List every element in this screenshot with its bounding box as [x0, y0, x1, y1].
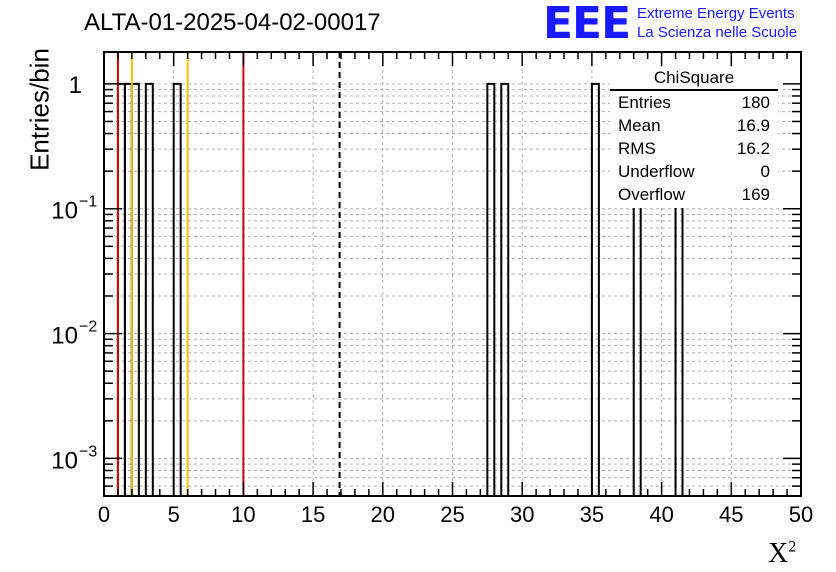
x-axis-label-sup: 2: [788, 538, 797, 556]
x-axis-label-base: X: [768, 538, 789, 569]
stats-value: 16.9: [736, 116, 770, 135]
plot-title: ALTA-01-2025-04-02-00017: [84, 9, 381, 36]
stats-row-overflow: Overflow 169: [618, 185, 770, 207]
x-tick-label: 10: [231, 502, 255, 527]
logo-text-line1: Extreme Energy Events: [637, 5, 795, 22]
x-tick-label: 30: [510, 502, 534, 527]
stats-box: ChiSquare Entries 180 Mean 16.9 RMS 16.2…: [610, 68, 778, 208]
stats-row-mean: Mean 16.9: [618, 116, 770, 138]
x-tick-label: 50: [789, 502, 813, 527]
stats-label: Underflow: [618, 162, 695, 181]
x-tick-label: 15: [301, 502, 325, 527]
x-tick-label: 40: [649, 502, 673, 527]
stats-value: 180: [741, 93, 770, 112]
y-tick-label-base: 10: [51, 198, 78, 225]
y-axis-label: Entries/bin: [24, 48, 55, 171]
x-tick-label: 25: [440, 502, 464, 527]
reference-lines: [116, 52, 341, 496]
stats-row-rms: RMS 16.2: [618, 139, 770, 161]
stats-separator: [610, 89, 778, 91]
x-tick-label: 0: [98, 502, 110, 527]
stats-label: RMS: [618, 139, 656, 158]
y-tick-label-base: 1: [69, 72, 82, 99]
histogram-bin: [116, 82, 126, 496]
stats-label: Overflow: [618, 185, 686, 204]
histogram-bars: [116, 82, 684, 496]
stats-title: ChiSquare: [653, 68, 735, 87]
stats-row-entries: Entries 180: [618, 93, 770, 115]
stats-value: 169: [741, 185, 770, 204]
histogram-bin: [486, 82, 496, 496]
stats-label: Entries: [618, 93, 671, 112]
histogram-bin: [130, 82, 140, 496]
grid-lines: [104, 52, 801, 496]
histogram-bin: [500, 82, 510, 496]
y-tick-label-base: 10: [51, 447, 78, 474]
eee-logo-mark: EEE: [543, 0, 631, 49]
eee-logo: EEE Extreme Energy Events La Scienza nel…: [543, 0, 833, 49]
y-tick-label-base: 10: [51, 323, 78, 350]
x-axis-label: X2: [768, 538, 796, 570]
y-tick-label-exp: −3: [79, 443, 97, 460]
histogram-bin: [172, 82, 182, 496]
histogram-bin: [144, 82, 154, 496]
stats-value: 16.2: [736, 139, 770, 158]
y-tick-label-exp: −2: [79, 319, 97, 336]
stats-value: 0: [760, 162, 770, 181]
x-tick-label: 5: [168, 502, 180, 527]
axis-ticks: [103, 52, 802, 497]
stats-row-underflow: Underflow 0: [618, 162, 770, 184]
x-tick-label: 20: [371, 502, 395, 527]
histogram-bin: [123, 82, 133, 496]
logo-text-line2: La Scienza nelle Scuole: [637, 24, 798, 41]
y-tick-label-exp: −1: [79, 194, 97, 211]
histogram-bin: [590, 82, 600, 496]
stats-label: Mean: [618, 116, 661, 135]
x-tick-label: 45: [719, 502, 743, 527]
x-tick-label: 35: [580, 502, 604, 527]
